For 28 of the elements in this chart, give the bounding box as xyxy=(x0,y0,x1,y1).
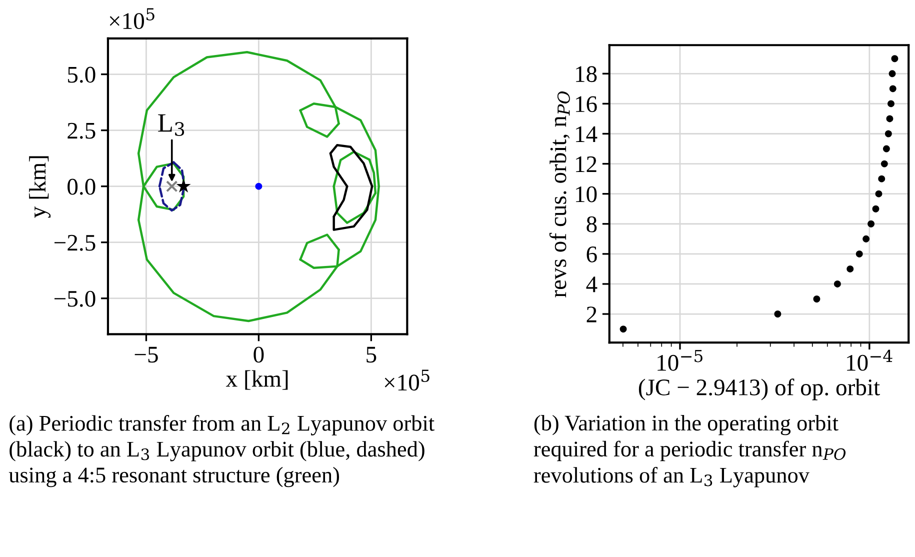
y-tick-label: 18 xyxy=(576,66,597,82)
y-tick-label: 16 xyxy=(576,96,597,112)
x-tick-label: 10$^{−4}$ xyxy=(847,350,892,371)
y-tick-label: 2.5 xyxy=(68,122,96,139)
y-axis-title: y [km] xyxy=(29,156,51,218)
text: ×10$^{5}$ xyxy=(384,370,430,391)
text: (a) Periodic transfer from an L$_{2}$ Lyapunov orbit (black) to an L$_{3}$ Lyapunov orbit (blue, dashed) using a 4:5 resonant structure (green) xyxy=(8,414,434,488)
x-tick-label: 10$^{−5}$ xyxy=(658,350,702,371)
y-tick-label: 5.0 xyxy=(68,66,96,83)
y-tick-label: 6 xyxy=(586,246,597,262)
y-tick-label: −2.5 xyxy=(54,234,96,251)
y-tick-label: 4 xyxy=(586,276,598,292)
y-tick-label: 10 xyxy=(576,186,597,202)
y-tick-label: −5.0 xyxy=(54,290,96,307)
x-axis-title: x [km] xyxy=(226,370,288,390)
y-axis-title: revs of cus. orbit, n$_{PO}$ xyxy=(549,91,570,298)
y-tick-label: 8 xyxy=(586,216,597,232)
annotation: L$_{3}$ xyxy=(158,114,184,136)
y-tick-label: 12 xyxy=(576,156,596,172)
y-tick-label: 14 xyxy=(576,126,598,142)
x-tick-label: 0 xyxy=(254,346,264,363)
text: (b) Variation in the operating orbit required for a periodic transfer n$_{PO}$ revolutions of an L$_{3}$ Lyapunov xyxy=(534,414,846,488)
x-tick-label: −5 xyxy=(134,346,158,363)
text: ×10$^{5}$ xyxy=(110,8,154,30)
x-axis-title: (JC − 2.9413) of op. orbit xyxy=(638,378,880,400)
y-tick-label: 2 xyxy=(586,306,596,322)
x-tick-label: 5 xyxy=(366,346,376,363)
y-tick-label: 0.0 xyxy=(68,178,96,195)
